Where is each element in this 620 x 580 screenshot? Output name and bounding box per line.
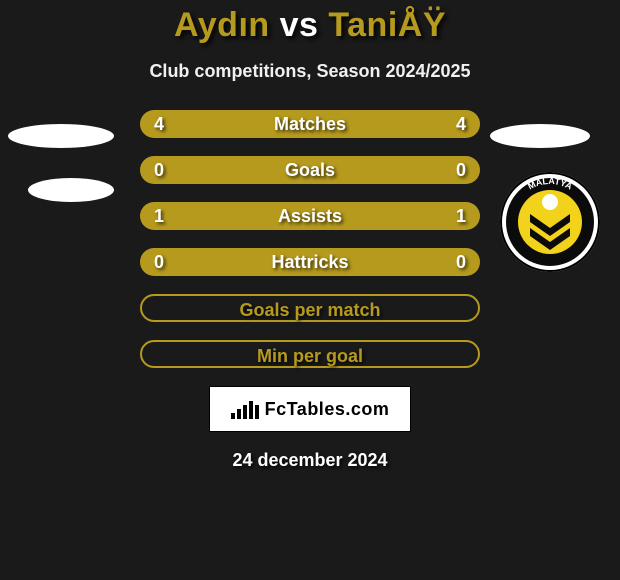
subtitle: Club competitions, Season 2024/2025 [0, 61, 620, 82]
page-title: Aydın vs TaniÅŸ [0, 6, 620, 45]
left-ellipse-2 [28, 178, 114, 202]
stat-label: Goals [285, 156, 335, 184]
stat-left: 1 [154, 202, 164, 230]
title-left: Aydın [174, 6, 270, 44]
stat-label: Goals per match [239, 296, 380, 324]
stat-row: Goals per match [140, 294, 480, 322]
date-stamp: 24 december 2024 [0, 450, 620, 471]
stat-row: 0 Goals 0 [140, 156, 480, 184]
stat-row: 0 Hattricks 0 [140, 248, 480, 276]
stat-row: 4 Matches 4 [140, 110, 480, 138]
brand-logo: FcTables.com [209, 386, 411, 432]
stat-label: Min per goal [257, 342, 363, 370]
stat-label: Hattricks [271, 248, 348, 276]
stat-label: Assists [278, 202, 342, 230]
right-ellipse [490, 124, 590, 148]
comparison-card: Aydın vs TaniÅŸ Club competitions, Seaso… [0, 0, 620, 580]
stat-right: 1 [456, 202, 466, 230]
stat-left: 4 [154, 110, 164, 138]
stat-row: Min per goal [140, 340, 480, 368]
title-vs: vs [280, 6, 319, 44]
crest-svg: MALATYA [500, 172, 600, 272]
stat-left: 0 [154, 156, 164, 184]
title-right: TaniÅŸ [328, 6, 446, 44]
stat-label: Matches [274, 110, 346, 138]
left-ellipse-1 [8, 124, 114, 148]
stat-right: 0 [456, 248, 466, 276]
stat-right: 4 [456, 110, 466, 138]
stat-row: 1 Assists 1 [140, 202, 480, 230]
team-crest: MALATYA [500, 172, 600, 272]
stat-left: 0 [154, 248, 164, 276]
stat-right: 0 [456, 156, 466, 184]
brand-bars-icon [231, 399, 259, 419]
brand-text: FcTables.com [265, 399, 390, 420]
